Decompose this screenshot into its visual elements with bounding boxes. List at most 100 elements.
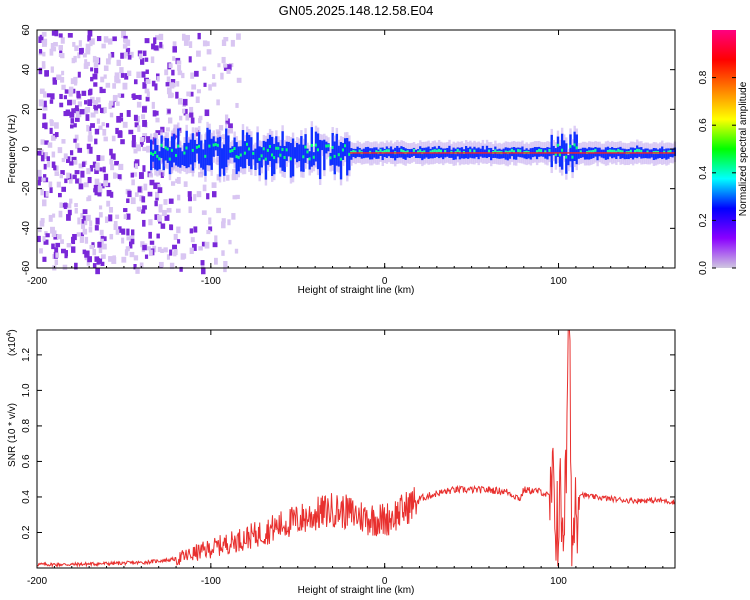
noise-dot [37,180,41,186]
noise-dot [130,238,135,245]
noise-dot [124,249,129,256]
noise-dot [57,192,62,198]
noise-dot [109,148,113,156]
noise-dot [155,35,160,40]
band-core [223,144,226,176]
band-core [563,140,566,156]
noise-dot [223,267,227,273]
noise-dot [74,117,80,122]
noise-dot [88,226,93,233]
noise-dot [206,229,211,235]
noise-dot [79,109,85,115]
noise-dot [189,91,194,97]
noise-dot [126,228,130,236]
y-tick-label: 0.8 [21,419,32,433]
noise-dot [89,88,93,95]
band-core [356,146,359,157]
noise-dot [96,104,102,109]
noise-dot [183,108,188,116]
noise-dot [235,194,240,199]
band-peak [208,144,211,148]
noise-dot [115,127,119,135]
band-core [366,146,370,158]
noise-dot [86,124,90,132]
noise-dot [93,104,97,109]
noise-dot [101,43,106,49]
noise-dot [62,264,68,270]
noise-dot [102,236,107,242]
band-core [254,148,257,170]
noise-dot [122,82,128,90]
noise-dot [117,174,122,180]
noise-dot [155,130,161,136]
band-peak [429,150,432,154]
noise-dot [118,163,124,171]
noise-dot [169,82,175,89]
noise-dot [168,63,173,69]
band-peak [344,144,347,148]
band-peak [510,148,514,152]
noise-dot [121,228,126,235]
noise-dot [151,140,157,145]
band-peak [594,148,597,152]
noise-dot [138,53,143,60]
band-peak [329,156,332,160]
noise-dot [60,76,65,83]
noise-dot [60,170,65,175]
noise-dot [80,213,84,218]
noise-dot [53,42,58,47]
band-peak [158,157,161,161]
band-core [193,139,197,163]
band-peak [538,148,541,152]
noise-dot [42,64,46,69]
noise-dot [54,247,59,254]
noise-dot [187,196,193,202]
noise-dot [83,63,89,69]
noise-dot [174,128,179,136]
noise-dot [87,126,92,132]
noise-dot [157,214,162,222]
noise-dot [75,178,79,184]
band-peak [231,149,234,153]
noise-dot [223,36,229,42]
noise-dot [197,32,201,40]
noise-dot [43,239,49,245]
noise-dot [133,79,138,85]
noise-dot [54,122,59,129]
noise-dot [198,171,203,178]
band-peak [164,146,167,150]
noise-dot [216,207,222,214]
noise-dot [181,33,186,41]
noise-dot [107,38,113,45]
noise-dot [211,182,217,188]
noise-dot [65,109,71,116]
noise-dot [122,121,128,128]
noise-dot [108,207,114,213]
noise-dot [206,49,212,55]
noise-dot [193,194,197,201]
x-tick-label: 0 [382,276,388,287]
noise-dot [204,241,210,249]
noise-dot [126,198,130,204]
noise-dot [200,260,205,266]
noise-dot [62,203,68,208]
y-tick-label: 1.0 [21,383,32,397]
snr-series-line [36,329,676,569]
noise-dot [230,39,235,47]
noise-dot [93,62,99,68]
noise-dot [94,225,99,231]
noise-dot [63,95,68,100]
noise-dot [69,161,74,166]
noise-dot [74,203,78,208]
noise-dot [74,134,79,141]
noise-dot [120,139,125,145]
noise-dot [166,254,170,260]
band-peak [195,145,199,149]
noise-dot [172,41,177,49]
noise-dot [100,76,105,83]
noise-dot [139,136,144,143]
noise-dot [119,93,125,98]
noise-dot [84,219,88,226]
noise-dot [157,187,163,194]
noise-dot [164,69,169,76]
